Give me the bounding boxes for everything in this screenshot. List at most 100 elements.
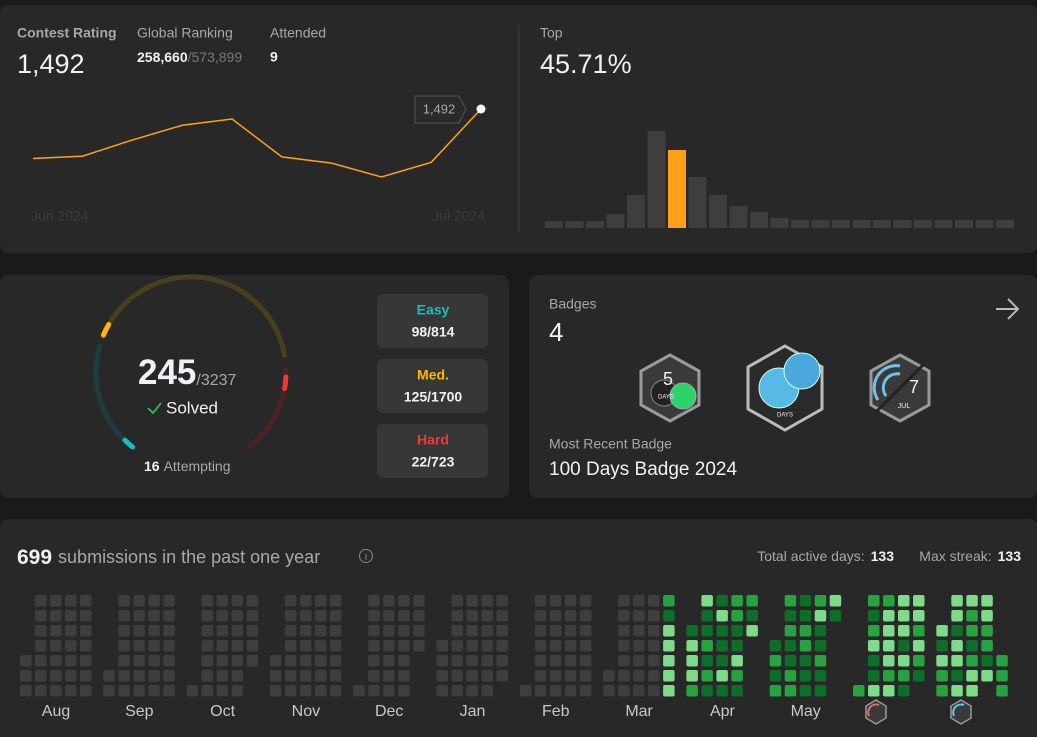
day-cell [133,625,145,637]
day-cell [534,640,547,652]
day-cell [451,640,463,652]
day-cell [496,595,508,607]
medium-track [100,274,288,358]
day-cell [603,670,615,682]
day-cell [314,655,327,667]
easy-progress [122,437,135,450]
day-cell [648,655,660,667]
attempting: 16 Attempting [144,458,231,474]
badge-jul[interactable]: 7 JUL [869,353,931,423]
day-cell [981,640,993,652]
day-cell [35,595,47,607]
jun-badge-icon [865,699,887,725]
day-cell [564,595,577,607]
day-cell [814,640,827,652]
day-cell [299,670,312,682]
day-cell [481,685,493,697]
day-cell [618,640,630,652]
day-cell [663,610,675,622]
badge-text: JUL [898,403,911,410]
day-cell [868,625,880,637]
day-cell [118,670,130,682]
day-cell [549,640,562,652]
day-cell [80,670,92,682]
day-cell [898,625,910,637]
day-cell [496,655,508,667]
distribution-bar [668,150,686,228]
recent-label: Most Recent Badge [549,436,672,452]
day-cell [883,625,895,637]
distribution-bar [832,220,850,228]
day-cell [951,685,963,697]
badge-100-days[interactable]: DAYS [746,344,824,432]
badge-50-days[interactable]: 5 DAYS [639,353,701,423]
day-cell [314,610,327,622]
day-cell [769,640,782,652]
distribution-bar [606,214,625,228]
info-icon[interactable] [359,549,373,563]
day-cell [246,655,259,667]
day-cell [829,595,842,607]
day-cell [913,595,925,607]
day-cell [216,610,229,622]
solved-label: Solved [166,398,218,417]
arrow-icon[interactable] [996,298,1020,320]
solved-ring [93,274,289,450]
difficulty-box [377,294,488,348]
day-cell [383,625,395,637]
day-cell [564,625,577,637]
distribution-bar [852,220,871,228]
day-cell [451,670,463,682]
day-cell [20,670,32,682]
day-cell [118,655,130,667]
day-cell [936,685,948,697]
day-cell [496,670,508,682]
day-cell [231,610,244,622]
day-cell [633,595,645,607]
day-cell [231,640,244,652]
day-cell [398,595,410,607]
day-cell [314,640,327,652]
day-cell [201,685,214,697]
day-cell [284,655,297,667]
day-cell [936,670,948,682]
day-cell [799,610,812,622]
day-cell [814,685,827,697]
day-cell [564,640,577,652]
day-cell [231,625,244,637]
day-cell [784,595,797,607]
day-cell [436,640,448,652]
ranking: 258,660/573,899 [137,49,242,65]
day-cell [216,685,229,697]
day-cell [246,595,259,607]
jul-badge-icon [950,699,972,725]
day-cell [731,625,743,637]
day-cell [284,610,297,622]
total: /3237 [196,372,236,389]
badge-text: 7 [909,377,919,397]
day-cell [633,610,645,622]
day-cell [368,685,380,697]
day-cell [269,670,282,682]
day-cell [50,625,62,637]
day-cell [716,655,728,667]
day-cell [633,625,645,637]
day-cell [936,640,948,652]
day-cell [814,655,827,667]
hard-progress [282,374,289,391]
attended: 9 [270,49,278,65]
day-cell [663,595,675,607]
day-cell [913,670,925,682]
day-cell [496,625,508,637]
day-cell [299,655,312,667]
rating-label: Contest Rating [17,25,117,41]
day-cell [398,610,410,622]
day-cell [648,640,660,652]
day-cell [118,610,130,622]
day-cell [35,625,47,637]
day-cell [981,655,993,667]
day-cell [80,640,92,652]
day-cell [799,685,812,697]
day-cell [951,595,963,607]
day-cell [314,595,327,607]
